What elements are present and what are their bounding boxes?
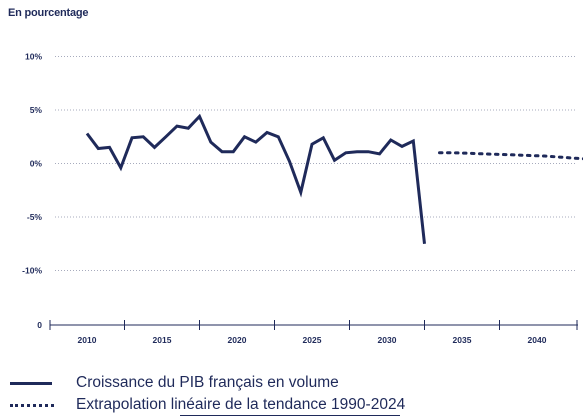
legend-label: Extrapolation linéaire de la tendance 19…	[76, 396, 406, 413]
gdp-growth-line	[85, 113, 426, 244]
gdp-growth-chart: 10% 5% 0% -5% -10% 0 2010 2015 2020 2025 2030 2035…	[22, 52, 583, 345]
caption-underline	[180, 415, 400, 416]
legend-item-trend-extrapolation: Extrapolation linéaire de la tendance 19…	[10, 396, 405, 414]
y-tick-label: -10%	[22, 266, 42, 276]
legend-label: Croissance du PIB français en volume	[76, 374, 339, 391]
baseline-label: 0	[37, 320, 42, 330]
y-tick-label: 5%	[30, 105, 43, 115]
y-tick-label: -5%	[27, 212, 43, 222]
x-tick-label: 2035	[453, 335, 472, 345]
x-tick-label: 2010	[78, 335, 97, 345]
y-tick-labels: 10% 5% 0% -5% -10%	[22, 52, 42, 276]
trend-extrapolation-line	[438, 151, 583, 161]
legend-item-actual-growth: Croissance du PIB français en volume	[10, 374, 339, 392]
solid-line-swatch	[10, 381, 52, 385]
x-tick-label: 2030	[378, 335, 397, 345]
x-tick-label: 2015	[153, 335, 172, 345]
x-tick-label: 2020	[228, 335, 247, 345]
gridlines	[55, 56, 576, 271]
x-tick-label: 2040	[528, 335, 547, 345]
dotted-line-swatch	[10, 403, 54, 407]
x-tick-label: 2025	[303, 335, 322, 345]
y-axis-unit-label: En pourcentage	[8, 7, 89, 19]
series-layer	[85, 113, 583, 244]
x-axis: 0 2010 2015 2020 2025 2030 2035 2040	[37, 320, 578, 345]
y-tick-label: 10%	[25, 52, 42, 62]
y-tick-label: 0%	[30, 159, 43, 169]
